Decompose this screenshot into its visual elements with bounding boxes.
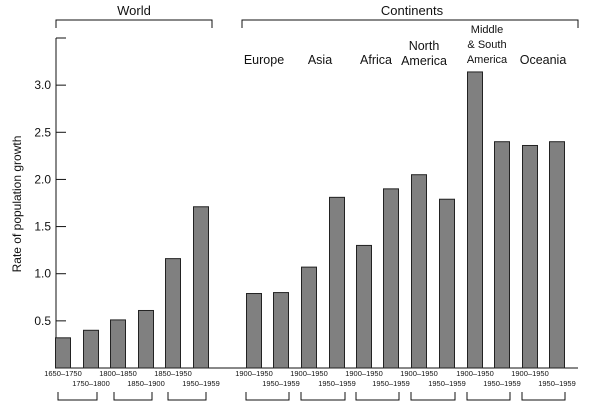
continent-label: Middle — [471, 24, 503, 36]
world-group-label: World — [117, 3, 151, 18]
y-axis-label: Rate of population growth — [10, 136, 24, 273]
bar — [110, 319, 126, 369]
x-tick-label: 1950–1959 — [538, 379, 576, 388]
x-tick-label: 1950–1959 — [428, 379, 466, 388]
continent-label: America — [467, 54, 508, 66]
bar — [55, 337, 71, 369]
continent-label: Asia — [308, 53, 332, 67]
bar — [329, 196, 345, 369]
y-tick-label: 1.5 — [34, 220, 51, 234]
continent-label: North — [409, 39, 440, 53]
pair-bracket — [410, 392, 456, 401]
x-tick-label: 1900–1950 — [456, 369, 494, 378]
bar — [83, 329, 99, 369]
x-tick-label: 1900–1950 — [400, 369, 438, 378]
pair-bracket — [355, 392, 400, 401]
bar — [383, 188, 399, 369]
x-tick-label: 1650–1750 — [44, 369, 82, 378]
bar — [467, 71, 483, 369]
y-tick-label: 0.5 — [34, 314, 51, 328]
bar — [273, 292, 289, 369]
bar — [439, 198, 455, 369]
continent-label: Africa — [360, 53, 392, 67]
x-tick-label: 1850–1950 — [154, 369, 192, 378]
bar — [138, 309, 154, 369]
x-tick-label: 1750–1800 — [72, 379, 110, 388]
continent-label: Oceania — [520, 53, 567, 67]
y-tick-label: 3.0 — [34, 78, 51, 92]
bar — [522, 144, 538, 369]
x-tick-label: 1950–1959 — [262, 379, 300, 388]
continent-label: Europe — [244, 53, 284, 67]
pair-bracket — [57, 392, 98, 401]
world-bracket — [55, 19, 213, 28]
bar — [356, 244, 372, 369]
pair-bracket — [466, 392, 511, 401]
x-tick-label: 1950–1959 — [318, 379, 356, 388]
pair-bracket — [521, 392, 566, 401]
x-tick-label: 1950–1959 — [372, 379, 410, 388]
bar — [549, 141, 565, 369]
bar — [494, 141, 510, 369]
y-tick-label: 1.0 — [34, 267, 51, 281]
continents-bracket — [241, 19, 579, 28]
bar — [193, 206, 209, 369]
pair-bracket — [245, 392, 290, 401]
continent-label: America — [401, 54, 447, 68]
pair-bracket — [113, 392, 153, 401]
x-tick-label: 1900–1950 — [345, 369, 383, 378]
bar — [301, 266, 317, 369]
bar — [411, 174, 427, 369]
x-tick-label: 1950–1959 — [483, 379, 521, 388]
y-tick-label: 2.0 — [34, 172, 51, 186]
x-tick-label: 1900–1950 — [511, 369, 549, 378]
continents-group-label: Continents — [381, 3, 444, 18]
y-tick-label: 2.5 — [34, 125, 51, 139]
continent-label: & South — [467, 39, 506, 51]
pair-bracket — [300, 392, 346, 401]
x-tick-label: 1800–1850 — [99, 369, 137, 378]
x-tick-label: 1850–1900 — [127, 379, 165, 388]
x-tick-label: 1950–1959 — [182, 379, 220, 388]
bar — [246, 293, 262, 369]
x-tick-label: 1900–1950 — [235, 369, 273, 378]
pair-bracket — [167, 392, 207, 401]
x-tick-label: 1900–1950 — [290, 369, 328, 378]
bar — [165, 258, 181, 369]
